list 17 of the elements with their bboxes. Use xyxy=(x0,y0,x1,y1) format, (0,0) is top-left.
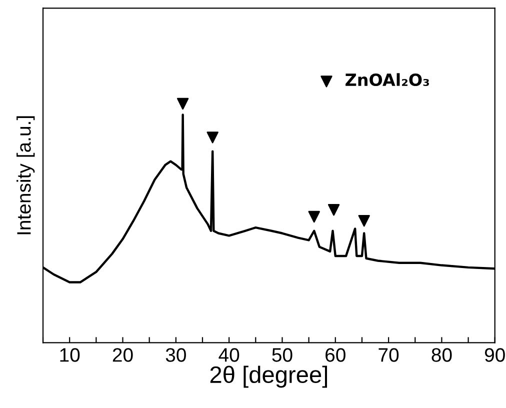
legend-label: ZnOAl₂O₃ xyxy=(346,73,429,86)
x-tick-label: 30 xyxy=(166,348,186,362)
point xyxy=(206,132,218,144)
x-tick-label: 60 xyxy=(326,348,346,362)
x-tick-label: 90 xyxy=(484,348,505,362)
x-tick-label: 50 xyxy=(272,348,292,362)
x-axis-title: 2θ [degree] xyxy=(210,366,327,388)
point xyxy=(176,98,189,110)
point xyxy=(328,204,340,216)
y-axis-title: Intensity [a.u.] xyxy=(16,116,35,234)
x-tick-label: 70 xyxy=(378,348,399,362)
point xyxy=(358,215,370,227)
x-tick-label: 10 xyxy=(60,348,80,362)
x-tick-label: 40 xyxy=(218,348,240,362)
point xyxy=(308,210,320,223)
x-tick-label: 80 xyxy=(432,348,452,362)
x-tick-label: 20 xyxy=(112,348,133,362)
